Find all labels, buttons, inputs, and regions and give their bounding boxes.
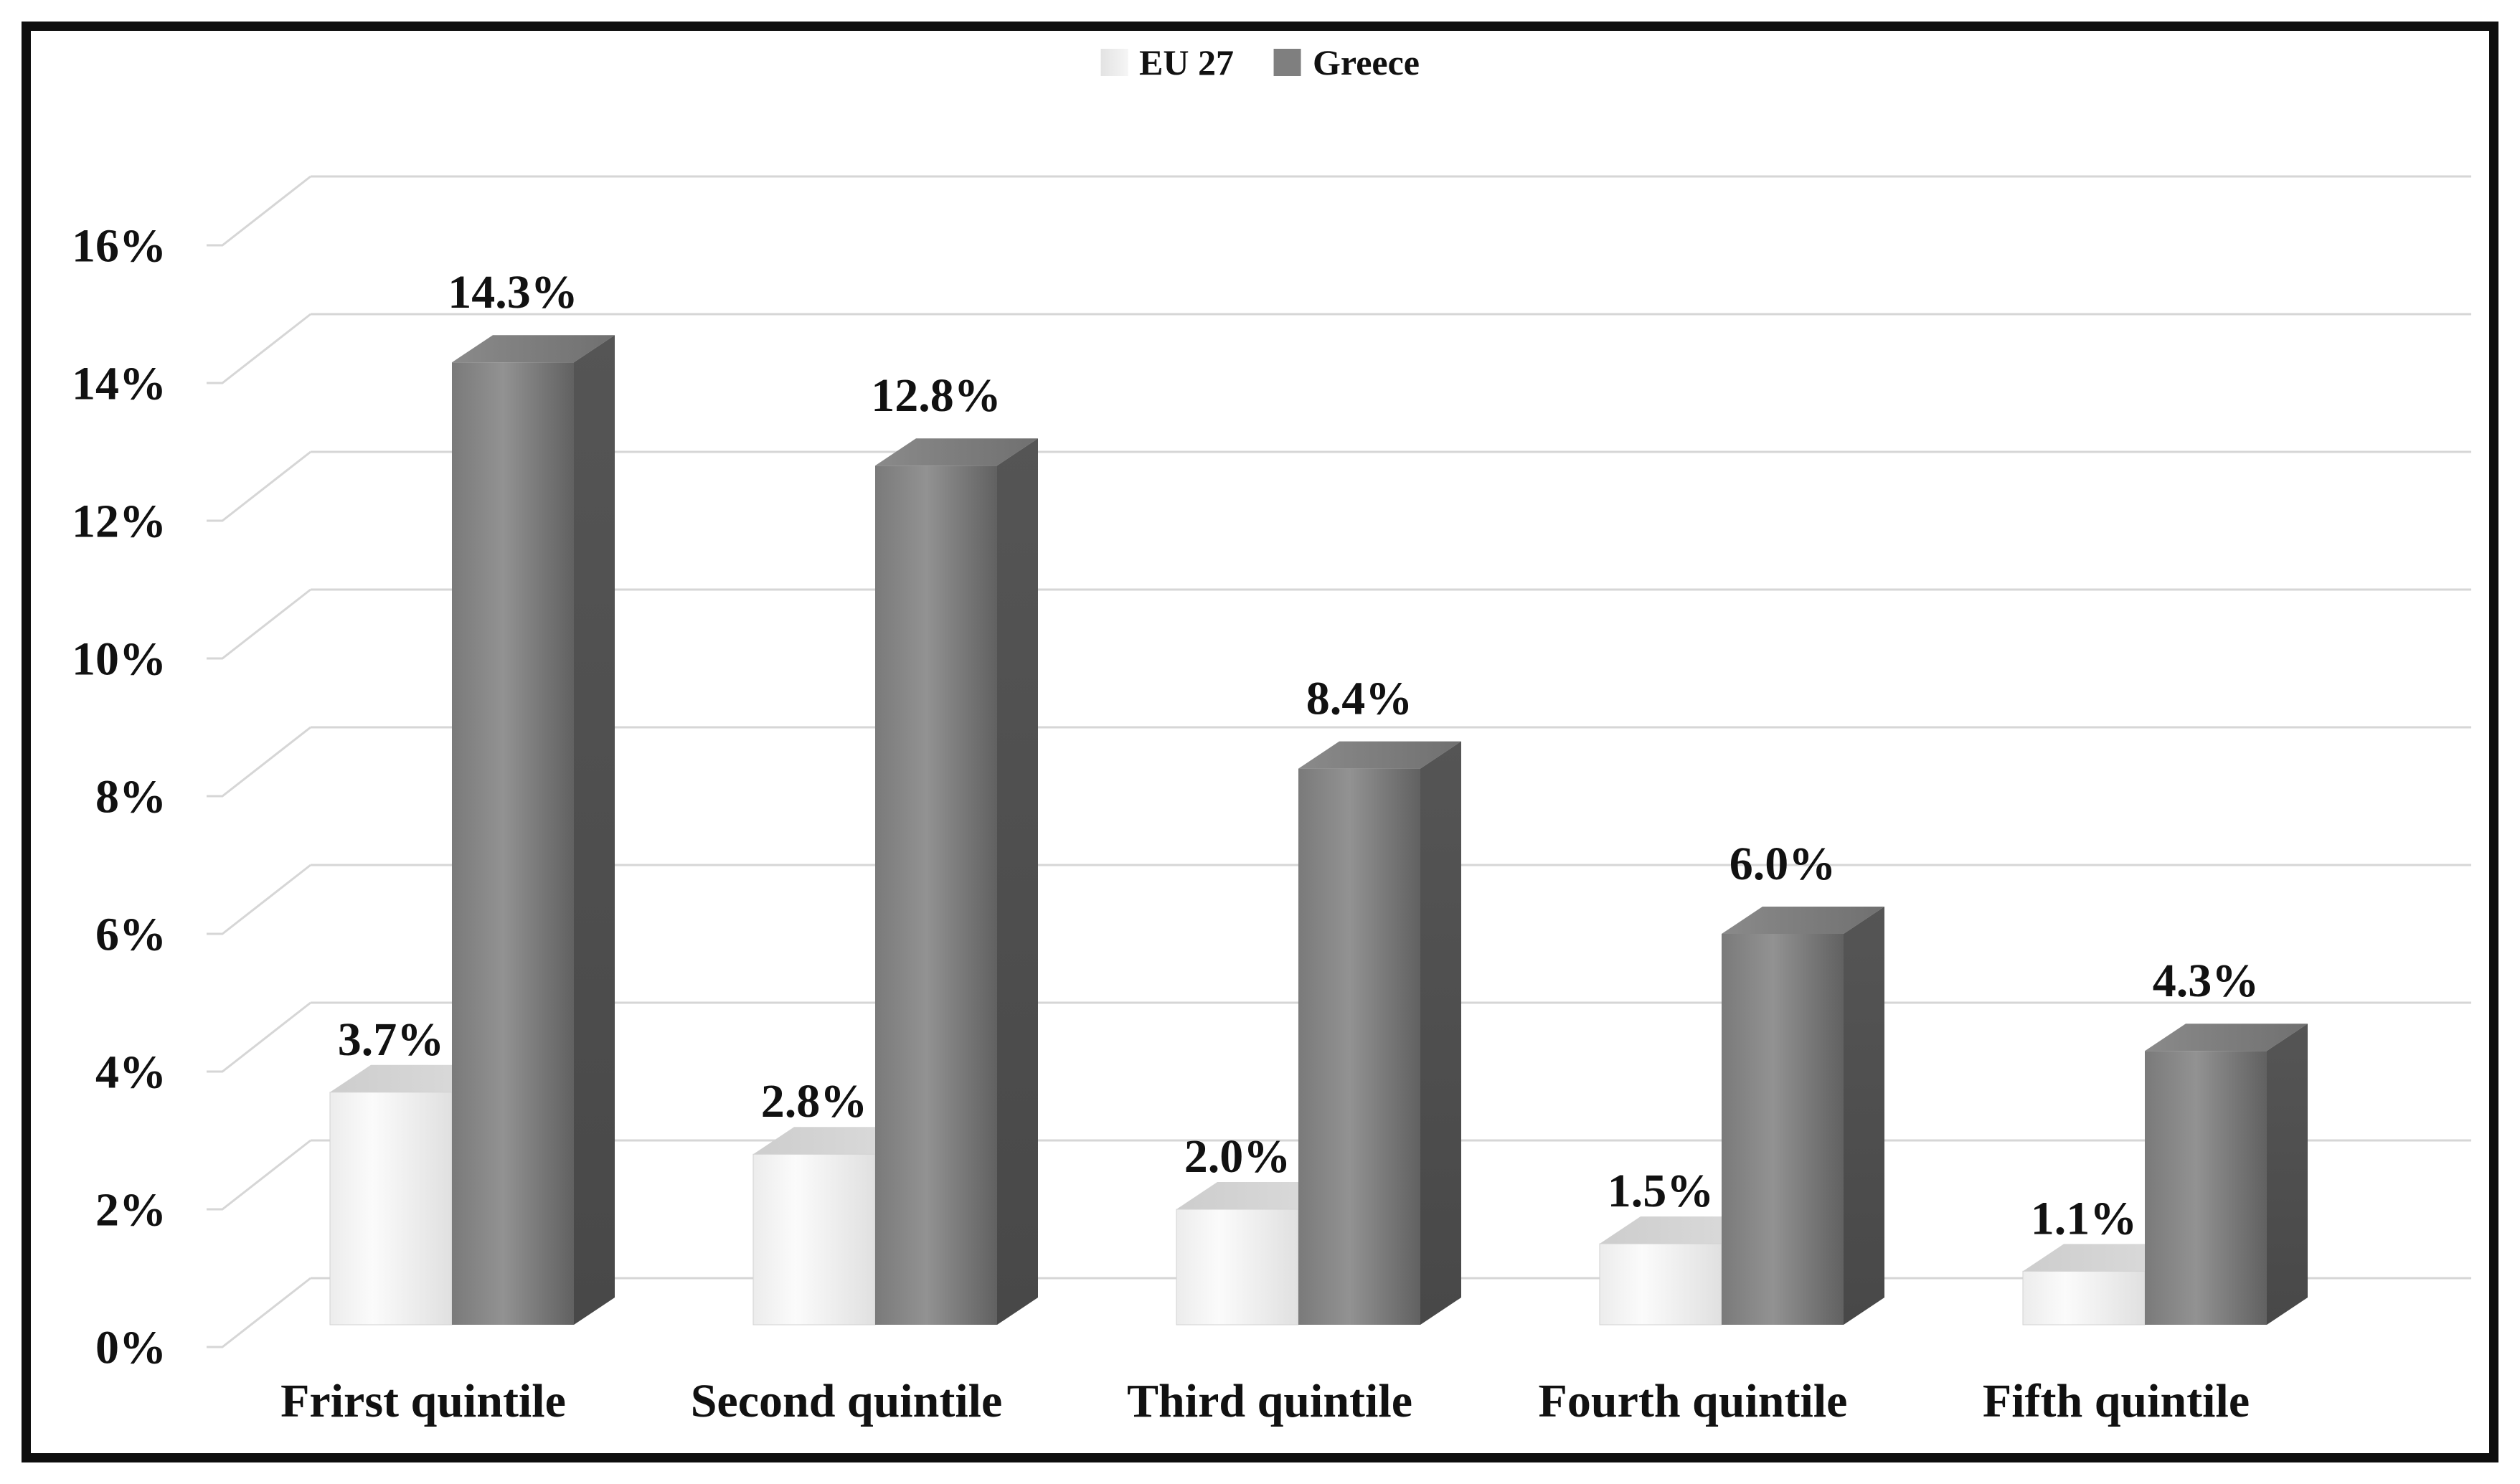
bar-eu27-front xyxy=(1599,1243,1722,1325)
x-axis-category-label: Fifth quintile xyxy=(1983,1375,2250,1427)
legend-swatch-eu27 xyxy=(1100,49,1128,76)
data-label-greece: 12.8% xyxy=(871,369,1001,422)
y-axis-tick xyxy=(207,450,311,522)
bar-greece-front xyxy=(1298,768,1420,1325)
data-label-eu27: 1.1% xyxy=(2031,1192,2138,1244)
bar-greece-top xyxy=(2145,1024,2308,1051)
bar-greece-side xyxy=(997,438,1038,1325)
y-axis-label: 2% xyxy=(95,1183,166,1236)
x-axis-category-label: Third quintile xyxy=(1127,1375,1412,1427)
y-axis-label: 4% xyxy=(95,1046,166,1098)
y-axis-tick xyxy=(207,1139,311,1211)
data-label-eu27: 2.8% xyxy=(761,1075,868,1128)
legend-item-greece: Greece xyxy=(1274,44,1420,80)
bar-greece-front xyxy=(875,465,997,1325)
chart-legend: EU 27 Greece xyxy=(1100,44,1420,80)
bar-greece-front xyxy=(2145,1051,2267,1325)
bar-greece-side xyxy=(574,335,615,1325)
legend-label-eu27: EU 27 xyxy=(1139,42,1235,82)
data-label-greece: 8.4% xyxy=(1306,673,1413,725)
y-axis-tick xyxy=(207,588,311,660)
y-axis-label: 14% xyxy=(72,357,166,410)
y-axis-tick xyxy=(207,726,311,798)
y-axis-tick xyxy=(207,313,311,384)
bar-greece-front xyxy=(1722,934,1844,1325)
data-label-eu27: 3.7% xyxy=(338,1013,445,1066)
bar-greece-front xyxy=(452,362,574,1325)
bar-greece-top xyxy=(452,335,615,363)
bar-greece-top xyxy=(1298,741,1461,769)
bar-eu27-front xyxy=(329,1092,453,1325)
bar-greece-side xyxy=(1844,907,1884,1325)
y-axis-label: 6% xyxy=(95,908,166,960)
legend-label-greece: Greece xyxy=(1313,42,1420,82)
legend-swatch-greece xyxy=(1274,49,1302,76)
bar-eu27-front xyxy=(1176,1209,1299,1325)
bar-eu27-front xyxy=(2022,1270,2146,1325)
y-axis-tick xyxy=(207,1001,311,1073)
x-axis-category-label: Second quintile xyxy=(691,1375,1003,1427)
bar-greece-top xyxy=(1722,907,1884,934)
bar-eu27-front xyxy=(752,1153,876,1325)
data-label-greece: 4.3% xyxy=(2153,955,2260,1007)
y-axis-label: 10% xyxy=(72,633,166,685)
y-axis-label: 0% xyxy=(95,1321,166,1374)
data-label-eu27: 1.5% xyxy=(1608,1165,1714,1217)
y-axis-tick xyxy=(207,864,311,935)
y-axis-label: 16% xyxy=(72,219,166,272)
data-label-greece: 14.3% xyxy=(448,266,578,318)
bar-greece-top xyxy=(875,438,1038,466)
bar-greece-side xyxy=(1420,741,1461,1325)
bar-greece-side xyxy=(2267,1024,2308,1325)
x-axis-category-label: Frirst quintile xyxy=(280,1375,566,1427)
x-axis-category-label: Fourth quintile xyxy=(1539,1375,1848,1427)
data-label-greece: 6.0% xyxy=(1729,838,1836,890)
y-axis-tick xyxy=(207,1277,311,1348)
y-axis-label: 12% xyxy=(72,495,166,547)
y-axis-label: 8% xyxy=(95,770,166,823)
data-label-eu27: 2.0% xyxy=(1184,1130,1291,1183)
legend-item-eu27: EU 27 xyxy=(1100,44,1234,80)
y-axis-tick xyxy=(207,175,311,247)
